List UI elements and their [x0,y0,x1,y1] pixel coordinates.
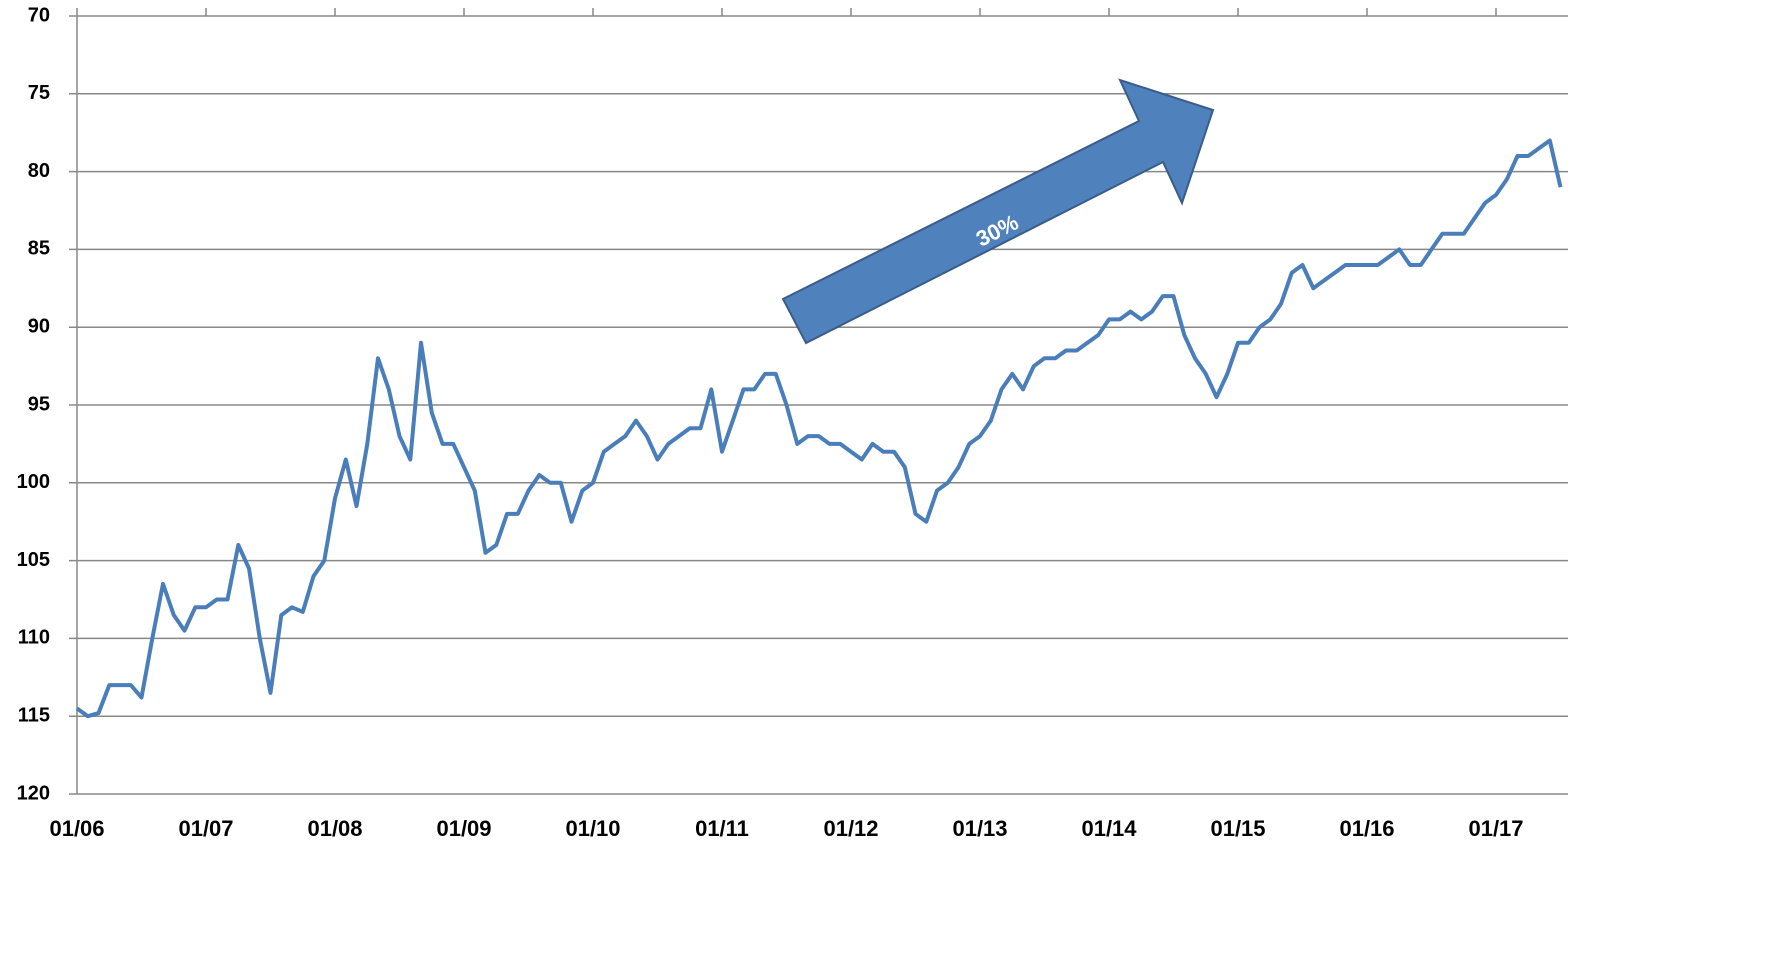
x-tick-label: 01/14 [1081,816,1137,841]
x-tick-label: 01/13 [952,816,1007,841]
y-tick-label: 100 [17,471,50,493]
x-tick-label: 01/11 [695,816,749,841]
y-tick-label: 95 [28,393,50,415]
x-tick-label: 01/16 [1339,816,1394,841]
y-tick-label: 105 [17,549,50,571]
trend-arrow [781,78,1215,345]
y-tick-label: 80 [28,160,50,182]
x-tick-label: 01/10 [565,816,620,841]
line-series [75,138,1563,719]
y-tick-label: 115 [18,704,50,726]
x-tick-label: 01/15 [1210,816,1265,841]
x-tick-label: 01/09 [436,816,491,841]
x-tick-label: 01/12 [823,816,878,841]
y-tick-label: 90 [28,315,50,337]
y-tick-label: 120 [17,782,50,804]
y-tick-label: 70 [28,4,50,26]
x-tick-label: 01/17 [1468,816,1523,841]
x-tick-label: 01/07 [178,816,233,841]
y-tick-label: 110 [18,627,50,649]
x-tick-label: 01/08 [307,816,362,841]
y-tick-label: 85 [28,238,50,260]
y-tick-label: 75 [28,82,50,104]
x-tick-label: 01/06 [49,816,104,841]
